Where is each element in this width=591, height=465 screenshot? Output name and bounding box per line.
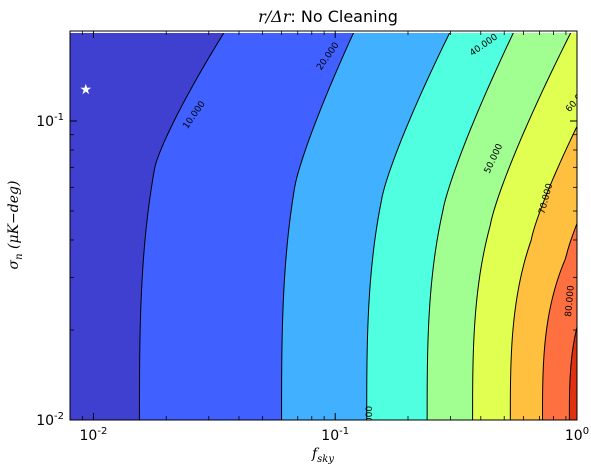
y-tick-label: 10-1 [36,112,64,130]
contour-line [568,325,577,420]
contour-line [426,31,515,420]
x-tick-label: 10-1 [321,426,349,444]
contour-band [70,31,225,420]
x-tick-label: 100 [565,426,589,444]
contour-line [472,31,573,420]
contour-label: 0000 [365,406,375,429]
svg-text:0000: 0000 [365,406,375,429]
contour-line [281,31,355,420]
y-tick-label: 10-2 [36,411,64,429]
chart-title: r/Δr: No Cleaning [258,7,398,26]
contour-label: 80.000 [564,285,577,318]
y-axis-label: σn (μK−deg) [6,181,25,270]
x-tick-label: 10-2 [80,426,108,444]
plot-area: 10.00020.000000040.00050.00060.070.00080… [70,31,577,429]
axes: 10-2 10-1 100 10-2 10-1 [36,30,589,444]
contour-line [542,222,577,420]
contour-line [138,31,226,420]
svg-text:80.000: 80.000 [564,285,577,318]
top-strip [70,31,577,33]
x-axis-label: fsky [311,446,334,465]
plot-frame [69,30,578,421]
star-marker-icon: ★ [80,82,93,98]
contour-line [509,125,577,420]
contour-line [366,31,452,420]
